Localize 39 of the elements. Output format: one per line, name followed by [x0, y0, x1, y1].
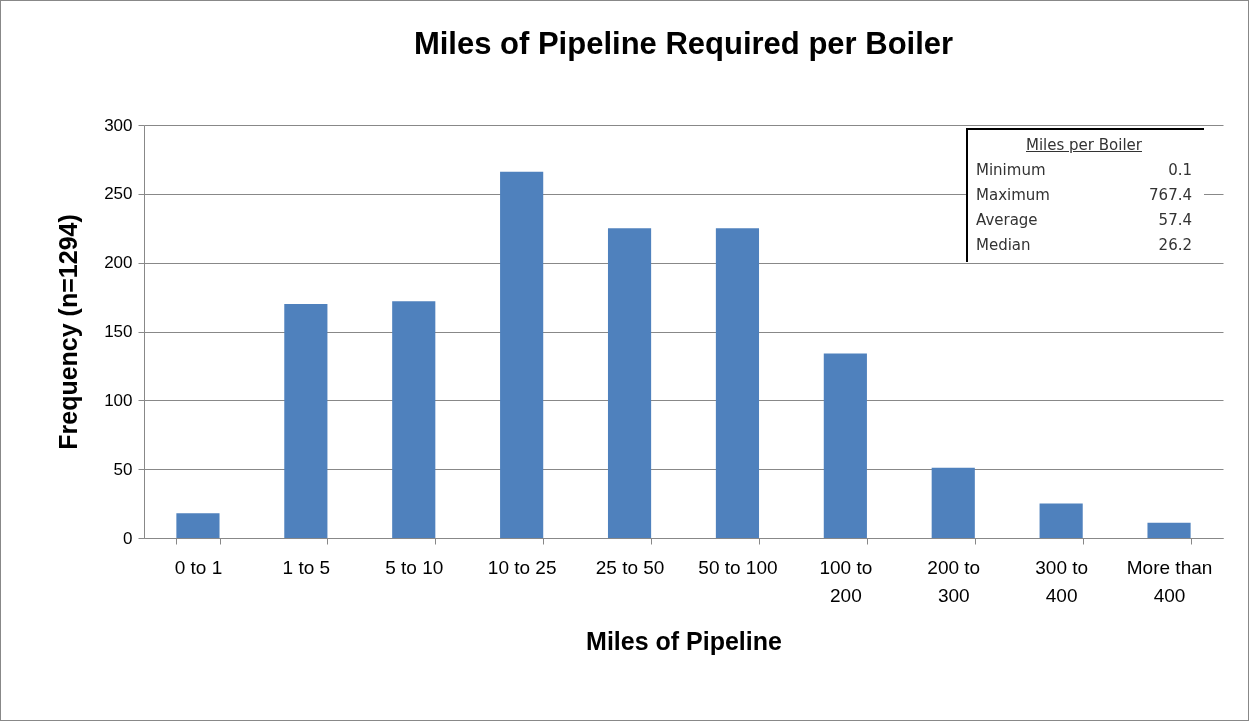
- chart-title: Miles of Pipeline Required per Boiler: [413, 26, 954, 61]
- x-tick-label: 1 to 5: [282, 556, 331, 578]
- x-tick-label: 300 to 400: [1035, 556, 1089, 606]
- annotation: 26.2: [1158, 235, 1192, 256]
- bar: [392, 301, 436, 538]
- y-tick-label: 100: [104, 390, 133, 410]
- annotation: Median: [976, 235, 1031, 256]
- bar: [607, 228, 652, 538]
- x-tick-label: 200 to 300: [927, 556, 981, 606]
- annotation: 57.4: [1158, 210, 1192, 231]
- annotation: Average: [976, 210, 1038, 231]
- y-tick-label: 250: [104, 184, 133, 204]
- y-tick-label: 50: [113, 459, 133, 479]
- bar: [715, 228, 760, 538]
- x-tick-label: 5 to 10: [385, 556, 444, 578]
- bar: [931, 467, 975, 538]
- bar: [176, 513, 220, 538]
- annotation: Maximum: [976, 185, 1050, 206]
- y-tick-label: 0: [123, 528, 133, 548]
- bar: [823, 353, 867, 538]
- x-tick-label: 0 to 1: [174, 556, 223, 578]
- y-tick-label: 300: [104, 115, 133, 135]
- x-tick-label: 100 to 200: [819, 556, 873, 606]
- x-tick-label: 10 to 25: [487, 556, 557, 578]
- y-tick-label: 200: [104, 253, 133, 273]
- annotation: Miles per Boiler: [1025, 136, 1143, 154]
- bar: [500, 171, 544, 538]
- x-tick-label: More than 400: [1126, 556, 1213, 606]
- annotation: Minimum: [976, 160, 1046, 181]
- y-tick-label: 150: [104, 322, 133, 341]
- x-axis-title: Miles of Pipeline: [586, 626, 783, 655]
- bar: [1039, 503, 1083, 538]
- y-axis-title: Frequency (n=1294): [54, 214, 83, 450]
- bar: [284, 303, 328, 538]
- bar: [1147, 522, 1191, 538]
- x-tick-label: 50 to 100: [698, 556, 778, 578]
- annotation: 767.4: [1149, 185, 1192, 206]
- x-tick-label: 25 to 50: [595, 556, 665, 578]
- annotation: 0.1: [1168, 160, 1192, 181]
